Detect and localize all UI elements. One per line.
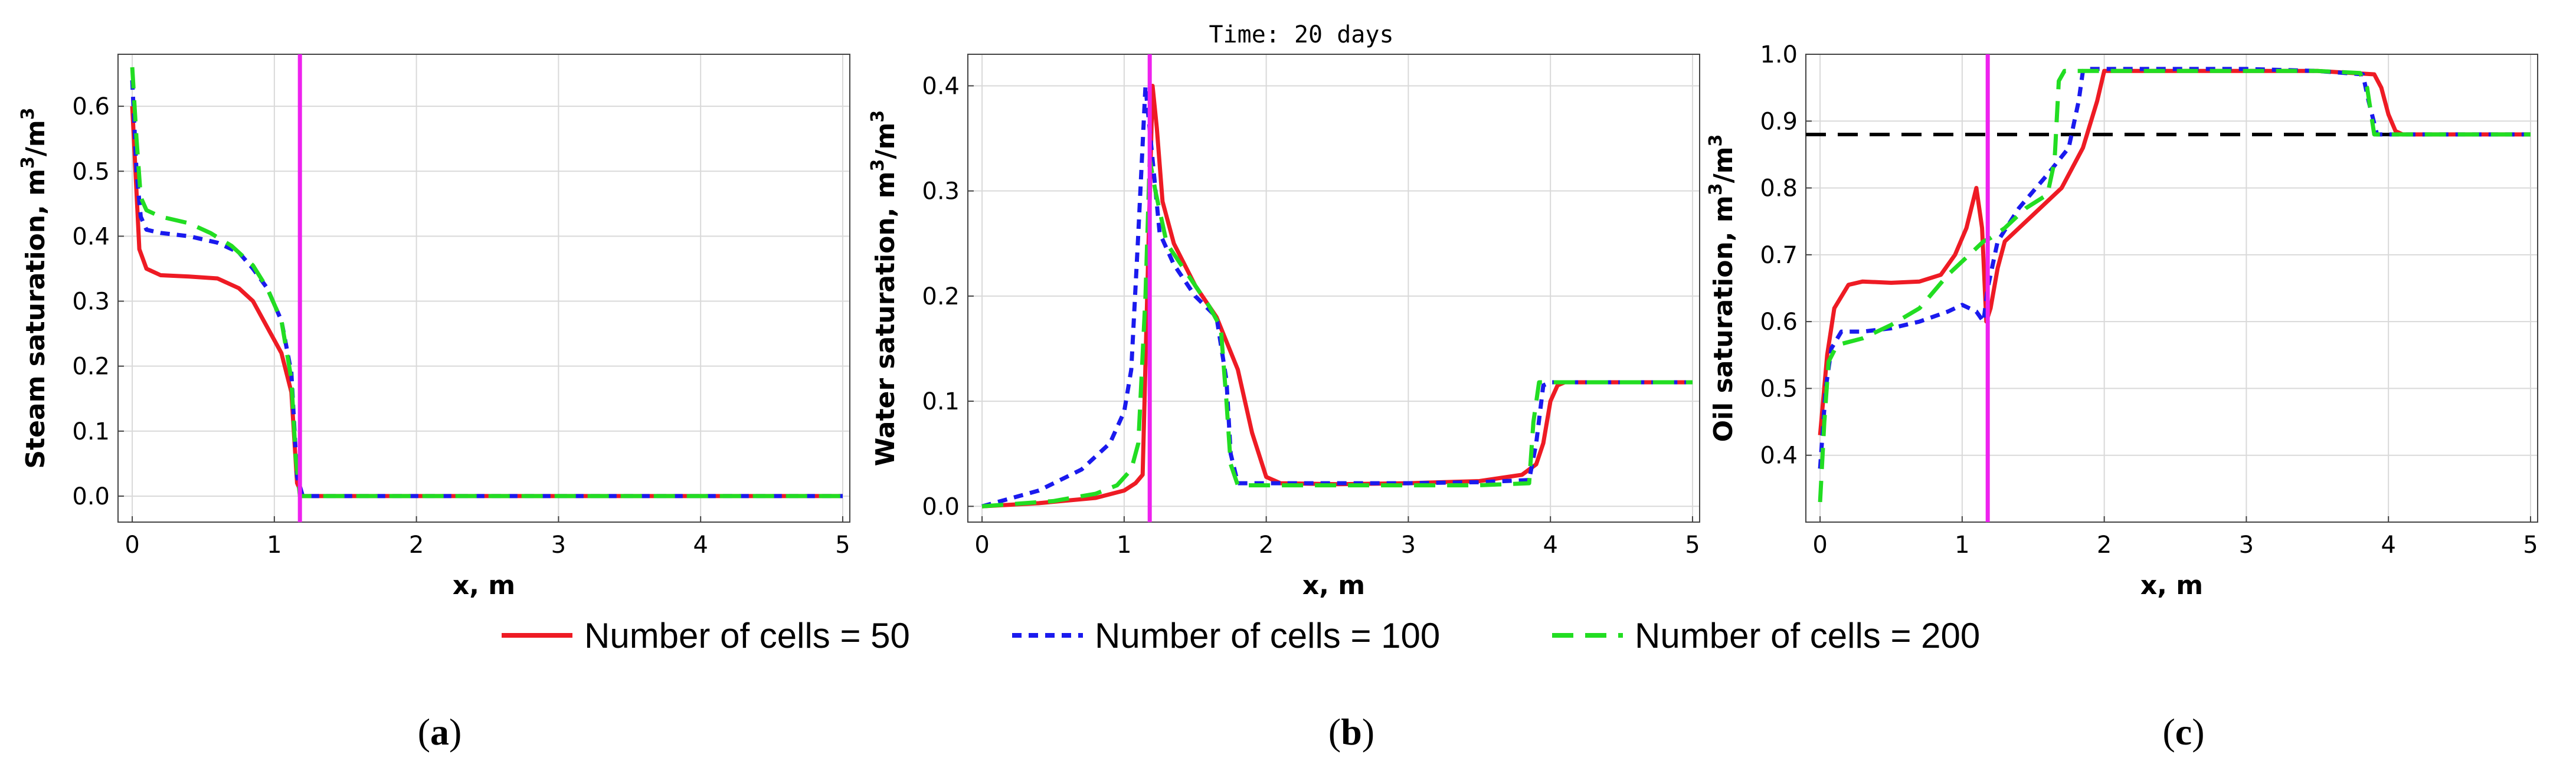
plot-frame	[967, 54, 1700, 523]
x-tick-label: 0	[974, 532, 989, 559]
y-tick-label: 0.5	[1760, 375, 1798, 402]
x-tick-label: 3	[551, 532, 566, 559]
x-axis-label: x, m	[1302, 570, 1365, 601]
panel-label-a: (a)	[418, 711, 462, 753]
chart-panel-3: 0 1 2 3 4 5 0.4 0.5 0.6 0.7 0.8 0.9 1.0 x, m Oil satur…	[1706, 41, 2538, 601]
x-tick-label: 4	[1543, 532, 1557, 559]
series-line-1	[1818, 68, 2531, 436]
chart-panel-2: 0 1 2 3 4 5 0.0 0.1 0.2 0.3 0.4 x, m Water saturatio…	[868, 54, 1700, 601]
x-tick-label: 4	[2381, 532, 2395, 559]
y-tick-label: 0.4	[72, 223, 110, 250]
x-tick-label: 4	[693, 532, 708, 559]
y-tick-label: 0.3	[922, 178, 960, 205]
legend-label-3: Number of cells = 200	[1635, 616, 1980, 655]
y-tick-label: 0.5	[72, 158, 110, 185]
x-tick-label: 2	[2097, 532, 2112, 559]
y-tick-label: 1.0	[1760, 41, 1798, 68]
x-tick-label: 1	[1955, 532, 1969, 559]
y-tick-label: 0.3	[72, 288, 110, 316]
series-line-3	[130, 67, 843, 498]
x-tick-label: 3	[1401, 532, 1416, 559]
legend-label-2: Number of cells = 100	[1095, 616, 1440, 655]
x-tick-label: 3	[2239, 532, 2254, 559]
x-tick-label: 5	[2523, 532, 2538, 559]
legend-label-1: Number of cells = 50	[584, 616, 910, 655]
panel-label-b: (b)	[1328, 711, 1374, 753]
series-line-3	[1818, 68, 2531, 503]
y-tick-label: 0.4	[1760, 442, 1798, 470]
y-tick-label: 0.6	[72, 93, 110, 120]
x-tick-label: 0	[1812, 532, 1827, 559]
y-tick-label: 0.1	[922, 388, 960, 415]
series-line-2	[130, 80, 843, 498]
y-tick-label: 0.6	[1760, 309, 1798, 336]
panel-label-c: (c)	[2162, 711, 2204, 753]
y-axis-label: Water saturation, m3/m3	[868, 110, 901, 466]
y-tick-label: 0.4	[922, 73, 960, 100]
y-tick-label: 0.2	[922, 283, 960, 310]
chart-panel-1: 0 1 2 3 4 5 0.0 0.1 0.2 0.3 0.4 0.5 0.6 x, m Steam sat…	[18, 54, 850, 601]
x-tick-label: 1	[267, 532, 282, 559]
x-tick-label: 2	[409, 532, 424, 559]
x-tick-label: 1	[1117, 532, 1131, 559]
figure-title: Time: 20 days	[1209, 21, 1393, 48]
y-tick-label: 0.1	[72, 418, 110, 445]
y-tick-label: 0.0	[922, 493, 960, 520]
x-tick-label: 0	[125, 532, 139, 559]
x-axis-label: x, m	[2140, 570, 2203, 601]
x-tick-label: 5	[1685, 532, 1700, 559]
legend: Number of cells = 50 Number of cells = 10…	[502, 616, 1980, 655]
x-axis-label: x, m	[453, 570, 515, 601]
y-axis-label: Steam saturation, m3/m3	[18, 107, 51, 468]
x-tick-label: 2	[1259, 532, 1274, 559]
series-line-2	[1818, 67, 2531, 469]
series-line-3	[981, 157, 1693, 509]
y-tick-label: 0.2	[72, 353, 110, 381]
y-tick-label: 0.0	[72, 483, 110, 510]
y-tick-label: 0.7	[1760, 242, 1798, 269]
x-tick-label: 5	[835, 532, 850, 559]
y-axis-label: Oil saturation, m3/m3	[1706, 135, 1739, 442]
y-tick-label: 0.8	[1760, 175, 1798, 202]
y-tick-label: 0.9	[1760, 108, 1798, 135]
plot-frame	[1805, 54, 2538, 523]
plot-frame	[117, 54, 850, 523]
series-line-1	[981, 84, 1693, 509]
